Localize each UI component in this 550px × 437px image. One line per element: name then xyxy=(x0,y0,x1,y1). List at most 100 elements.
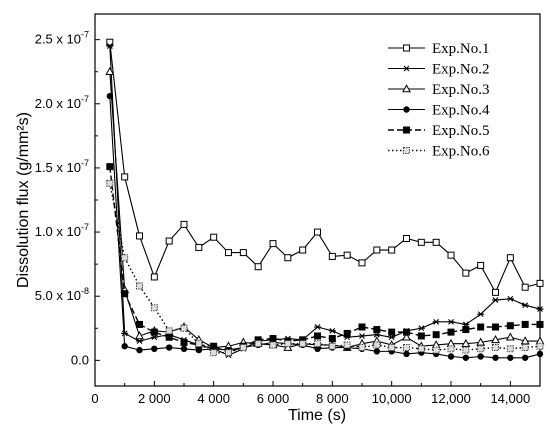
legend-label: Exp.No.3 xyxy=(432,82,490,98)
data-point xyxy=(328,335,336,343)
data-point xyxy=(506,345,514,353)
y-tick-label: 1.0 x 10-7 xyxy=(35,222,89,239)
legend-item: Exp.No.6 xyxy=(388,144,490,160)
series-line xyxy=(109,166,540,354)
data-point xyxy=(180,220,188,228)
data-point xyxy=(314,345,321,352)
data-point xyxy=(402,332,411,341)
data-point xyxy=(254,263,262,271)
data-point xyxy=(403,328,410,336)
data-point xyxy=(343,251,351,259)
data-point xyxy=(492,323,499,331)
data-point xyxy=(358,323,366,331)
data-point xyxy=(225,349,232,357)
data-point xyxy=(536,342,544,350)
data-point xyxy=(150,304,158,312)
data-point xyxy=(432,331,440,339)
data-point xyxy=(165,237,173,245)
data-point xyxy=(269,341,277,349)
legend-label: Exp.No.2 xyxy=(432,62,490,78)
data-point xyxy=(477,311,485,318)
x-tick-label: 0 xyxy=(91,391,98,406)
y-tick-label: 1.5 x 10-7 xyxy=(35,158,89,175)
data-point xyxy=(521,320,529,328)
y-tick-label: 5.0 x 10-8 xyxy=(35,286,89,303)
series-exp-no-1 xyxy=(106,38,544,296)
data-point xyxy=(388,344,396,352)
data-point xyxy=(461,338,471,347)
data-point xyxy=(477,261,485,269)
data-point xyxy=(106,179,114,187)
series-exp-no-6 xyxy=(106,179,544,357)
data-point xyxy=(388,246,396,254)
y-tick-label: 0.0 xyxy=(71,352,89,367)
data-point xyxy=(358,344,366,352)
data-point xyxy=(136,346,143,354)
data-point xyxy=(105,66,115,76)
data-point xyxy=(314,228,321,236)
x-tick-label: 2 000 xyxy=(138,391,171,406)
data-point xyxy=(269,240,277,248)
data-point xyxy=(492,344,499,352)
series-exp-no-5 xyxy=(106,163,544,357)
data-point xyxy=(462,326,470,334)
y-tick-label: 2.0 x 10-7 xyxy=(35,94,89,111)
data-point xyxy=(165,344,173,351)
data-point xyxy=(506,254,514,262)
legend-marker xyxy=(403,147,410,154)
data-point xyxy=(432,346,440,354)
data-point xyxy=(417,332,425,340)
data-point xyxy=(314,340,321,348)
data-point xyxy=(447,345,455,353)
data-point xyxy=(195,346,203,354)
data-point xyxy=(106,43,114,49)
x-tick-label: 8 000 xyxy=(316,391,349,406)
series-line xyxy=(109,42,541,294)
data-point xyxy=(328,252,336,260)
data-point xyxy=(373,341,381,349)
data-point xyxy=(121,173,129,181)
legend-label: Exp.No.5 xyxy=(432,123,490,139)
legend-label: Exp.No.1 xyxy=(432,41,490,57)
data-point xyxy=(403,234,410,242)
data-point xyxy=(150,328,158,336)
data-point xyxy=(462,346,470,354)
data-point xyxy=(135,331,144,340)
data-point xyxy=(521,344,529,352)
data-point xyxy=(358,259,366,267)
data-point xyxy=(136,282,143,290)
data-point xyxy=(447,318,455,325)
data-point xyxy=(299,340,307,348)
data-point xyxy=(373,246,381,254)
data-point xyxy=(388,328,396,336)
data-point xyxy=(328,327,336,334)
legend-item: Exp.No.1 xyxy=(388,41,490,57)
data-point xyxy=(417,325,425,332)
data-point xyxy=(358,333,366,339)
x-tick-label: 14,000 xyxy=(490,391,530,406)
data-point xyxy=(284,340,292,348)
y-tick-mantissa: 5.0 x 10 xyxy=(35,288,81,303)
x-tick-label: 10,000 xyxy=(372,391,412,406)
y-tick-mantissa: 2.0 x 10 xyxy=(35,96,81,111)
data-point xyxy=(417,238,425,246)
x-axis-ticks: 0 2 000 4 000 6 000 8 000 10,000 12,000 14,000 xyxy=(91,381,530,406)
data-point xyxy=(521,283,529,291)
legend-marker xyxy=(403,106,410,113)
data-point xyxy=(284,254,292,262)
legend-marker xyxy=(403,126,410,134)
data-point xyxy=(239,344,247,352)
x-axis-title: Time (s) xyxy=(288,407,346,424)
y-tick-exponent: -8 xyxy=(81,286,89,296)
legend-label: Exp.No.4 xyxy=(432,103,490,119)
data-point xyxy=(254,340,262,348)
data-point xyxy=(536,306,544,312)
data-point xyxy=(136,338,143,344)
y-tick-label: 2.5 x 10-7 xyxy=(35,30,89,47)
y-tick-exponent: -7 xyxy=(81,30,89,40)
data-point xyxy=(492,354,499,361)
data-point xyxy=(239,249,247,257)
data-point xyxy=(180,338,188,346)
legend-item: Exp.No.2 xyxy=(388,62,490,78)
